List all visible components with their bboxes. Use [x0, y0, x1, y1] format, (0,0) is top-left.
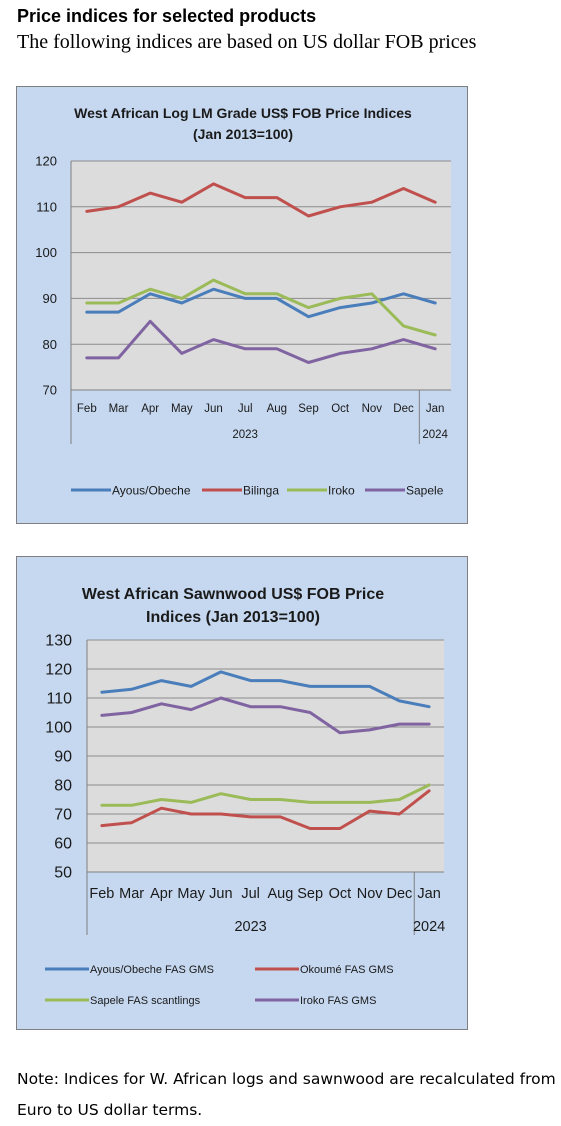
year-group-label: 2023 [232, 429, 258, 441]
legend-label: Okoumé FAS GMS [300, 964, 394, 976]
x-tick-label: Mar [109, 403, 129, 415]
x-tick-label: Sep [298, 403, 318, 415]
chart-1-group: West African Sawnwood US$ FOB Price Indic… [45, 586, 445, 1007]
series-line-3 [100, 696, 431, 735]
log-price-chart-svg: West African Log LM Grade US$ FOB Price … [35, 105, 451, 497]
year-group-label: 2024 [413, 919, 445, 935]
y-tick-label: 80 [54, 778, 72, 795]
series-line-0 [85, 287, 437, 319]
y-tick-label: 130 [45, 633, 72, 650]
x-tick-label: Apr [141, 403, 159, 415]
y-tick-label: 50 [54, 865, 72, 882]
x-tick-label: Jun [204, 403, 223, 415]
legend-label: Ayous/Obeche FAS GMS [90, 964, 214, 976]
chart-0-group: West African Log LM Grade US$ FOB Price … [35, 105, 451, 497]
x-tick-label: Dec [386, 886, 412, 902]
x-tick-label: Apr [150, 886, 173, 902]
x-tick-label: Jul [238, 403, 253, 415]
x-tick-label: Feb [77, 403, 97, 415]
y-tick-label: 110 [36, 199, 57, 214]
plot-area [71, 161, 451, 390]
x-tick-label: Jul [241, 886, 260, 902]
y-tick-label: 120 [35, 154, 57, 169]
x-tick-label: Mar [119, 886, 144, 902]
y-tick-label: 70 [54, 807, 72, 824]
series-line-1 [100, 789, 431, 830]
page-heading: Price indices for selected products [17, 6, 317, 26]
series-line-2 [100, 783, 431, 807]
x-tick-label: Aug [267, 403, 287, 415]
legend-label: Sapele [406, 483, 444, 497]
x-tick-label: Nov [357, 886, 384, 902]
y-tick-label: 120 [45, 662, 72, 679]
sawnwood-price-chart-svg: West African Sawnwood US$ FOB Price Indic… [45, 586, 445, 1007]
legend-label: Iroko [328, 483, 355, 497]
series-line-2 [85, 278, 437, 337]
series-line-3 [85, 319, 437, 364]
series-line-0 [100, 670, 431, 709]
series-line-1 [85, 182, 437, 218]
log-price-chart: West African Log LM Grade US$ FOB Price … [16, 86, 468, 524]
x-tick-label: Dec [393, 403, 414, 415]
x-tick-label: Nov [362, 403, 383, 415]
y-tick-label: 70 [43, 383, 57, 398]
legend-label: Ayous/Obeche [112, 483, 191, 497]
footnote: Note: Indices for W. African logs and sa… [17, 1070, 556, 1119]
legend-label: Iroko FAS GMS [300, 995, 376, 1007]
legend-label: Bilinga [243, 483, 279, 497]
chart-title-line: West African Log LM Grade US$ FOB Price … [74, 105, 412, 121]
chart-title-line: (Jan 2013=100) [193, 126, 293, 142]
y-tick-label: 80 [43, 337, 57, 352]
y-tick-label: 90 [43, 291, 57, 306]
x-tick-label: Oct [331, 403, 350, 415]
x-tick-label: Jan [417, 886, 440, 902]
year-group-label: 2024 [422, 429, 448, 441]
year-group-label: 2023 [234, 919, 266, 935]
y-tick-label: 90 [54, 749, 72, 766]
legend-label: Sapele FAS scantlings [90, 995, 201, 1007]
chart-title-line: West African Sawnwood US$ FOB Price [82, 586, 384, 603]
x-tick-label: Sep [297, 886, 323, 902]
x-tick-label: Jan [426, 403, 445, 415]
x-tick-label: May [171, 403, 193, 415]
chart-title-line: Indices (Jan 2013=100) [146, 609, 320, 626]
x-tick-label: Feb [89, 886, 114, 902]
y-tick-label: 100 [35, 245, 57, 260]
sawnwood-price-chart: West African Sawnwood US$ FOB Price Indic… [16, 556, 468, 1030]
x-tick-label: May [177, 886, 205, 902]
x-tick-label: Aug [267, 886, 293, 902]
y-tick-label: 110 [46, 691, 72, 708]
y-tick-label: 100 [45, 720, 72, 737]
x-tick-label: Jun [209, 886, 232, 902]
page-subheading: The following indices are based on US do… [17, 31, 477, 53]
x-tick-label: Oct [329, 886, 352, 902]
y-tick-label: 60 [54, 836, 72, 853]
